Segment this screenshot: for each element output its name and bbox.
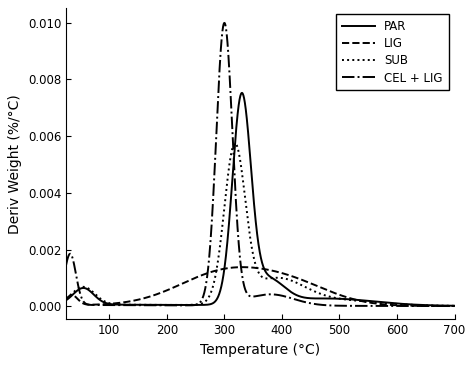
LIG [212, 269, 218, 273]
PAR [131, 303, 137, 307]
PAR [239, 91, 245, 95]
Line: SUB: SUB [66, 143, 455, 306]
LIG [452, 304, 457, 308]
PAR [229, 183, 235, 188]
Y-axis label: Deriv Weight (%/°C): Deriv Weight (%/°C) [9, 94, 22, 234]
CEL + LIG [221, 21, 227, 25]
PAR [64, 298, 69, 302]
PAR [402, 302, 408, 306]
PAR [444, 303, 450, 308]
LIG [402, 303, 408, 308]
PAR [108, 302, 113, 306]
LIG [239, 265, 245, 269]
SUB [444, 304, 450, 308]
Line: LIG: LIG [66, 267, 455, 306]
X-axis label: Temperature (°C): Temperature (°C) [201, 343, 320, 357]
CEL + LIG [402, 304, 408, 308]
CEL + LIG [131, 303, 137, 307]
SUB [131, 303, 137, 307]
Line: PAR: PAR [66, 93, 455, 306]
SUB [452, 304, 457, 308]
Legend: PAR, LIG, SUB, CEL + LIG: PAR, LIG, SUB, CEL + LIG [336, 14, 448, 91]
SUB [212, 275, 218, 280]
PAR [212, 299, 218, 304]
Line: CEL + LIG: CEL + LIG [66, 23, 455, 306]
LIG [131, 299, 137, 303]
CEL + LIG [444, 304, 450, 308]
SUB [64, 296, 69, 301]
CEL + LIG [108, 303, 113, 307]
CEL + LIG [212, 158, 218, 163]
SUB [108, 301, 113, 306]
CEL + LIG [64, 263, 69, 267]
CEL + LIG [229, 122, 235, 126]
PAR [452, 304, 457, 308]
LIG [64, 297, 69, 301]
LIG [108, 301, 113, 306]
SUB [232, 141, 238, 145]
LIG [444, 304, 450, 308]
SUB [402, 302, 408, 307]
CEL + LIG [452, 304, 457, 308]
SUB [229, 148, 235, 152]
LIG [229, 265, 235, 270]
